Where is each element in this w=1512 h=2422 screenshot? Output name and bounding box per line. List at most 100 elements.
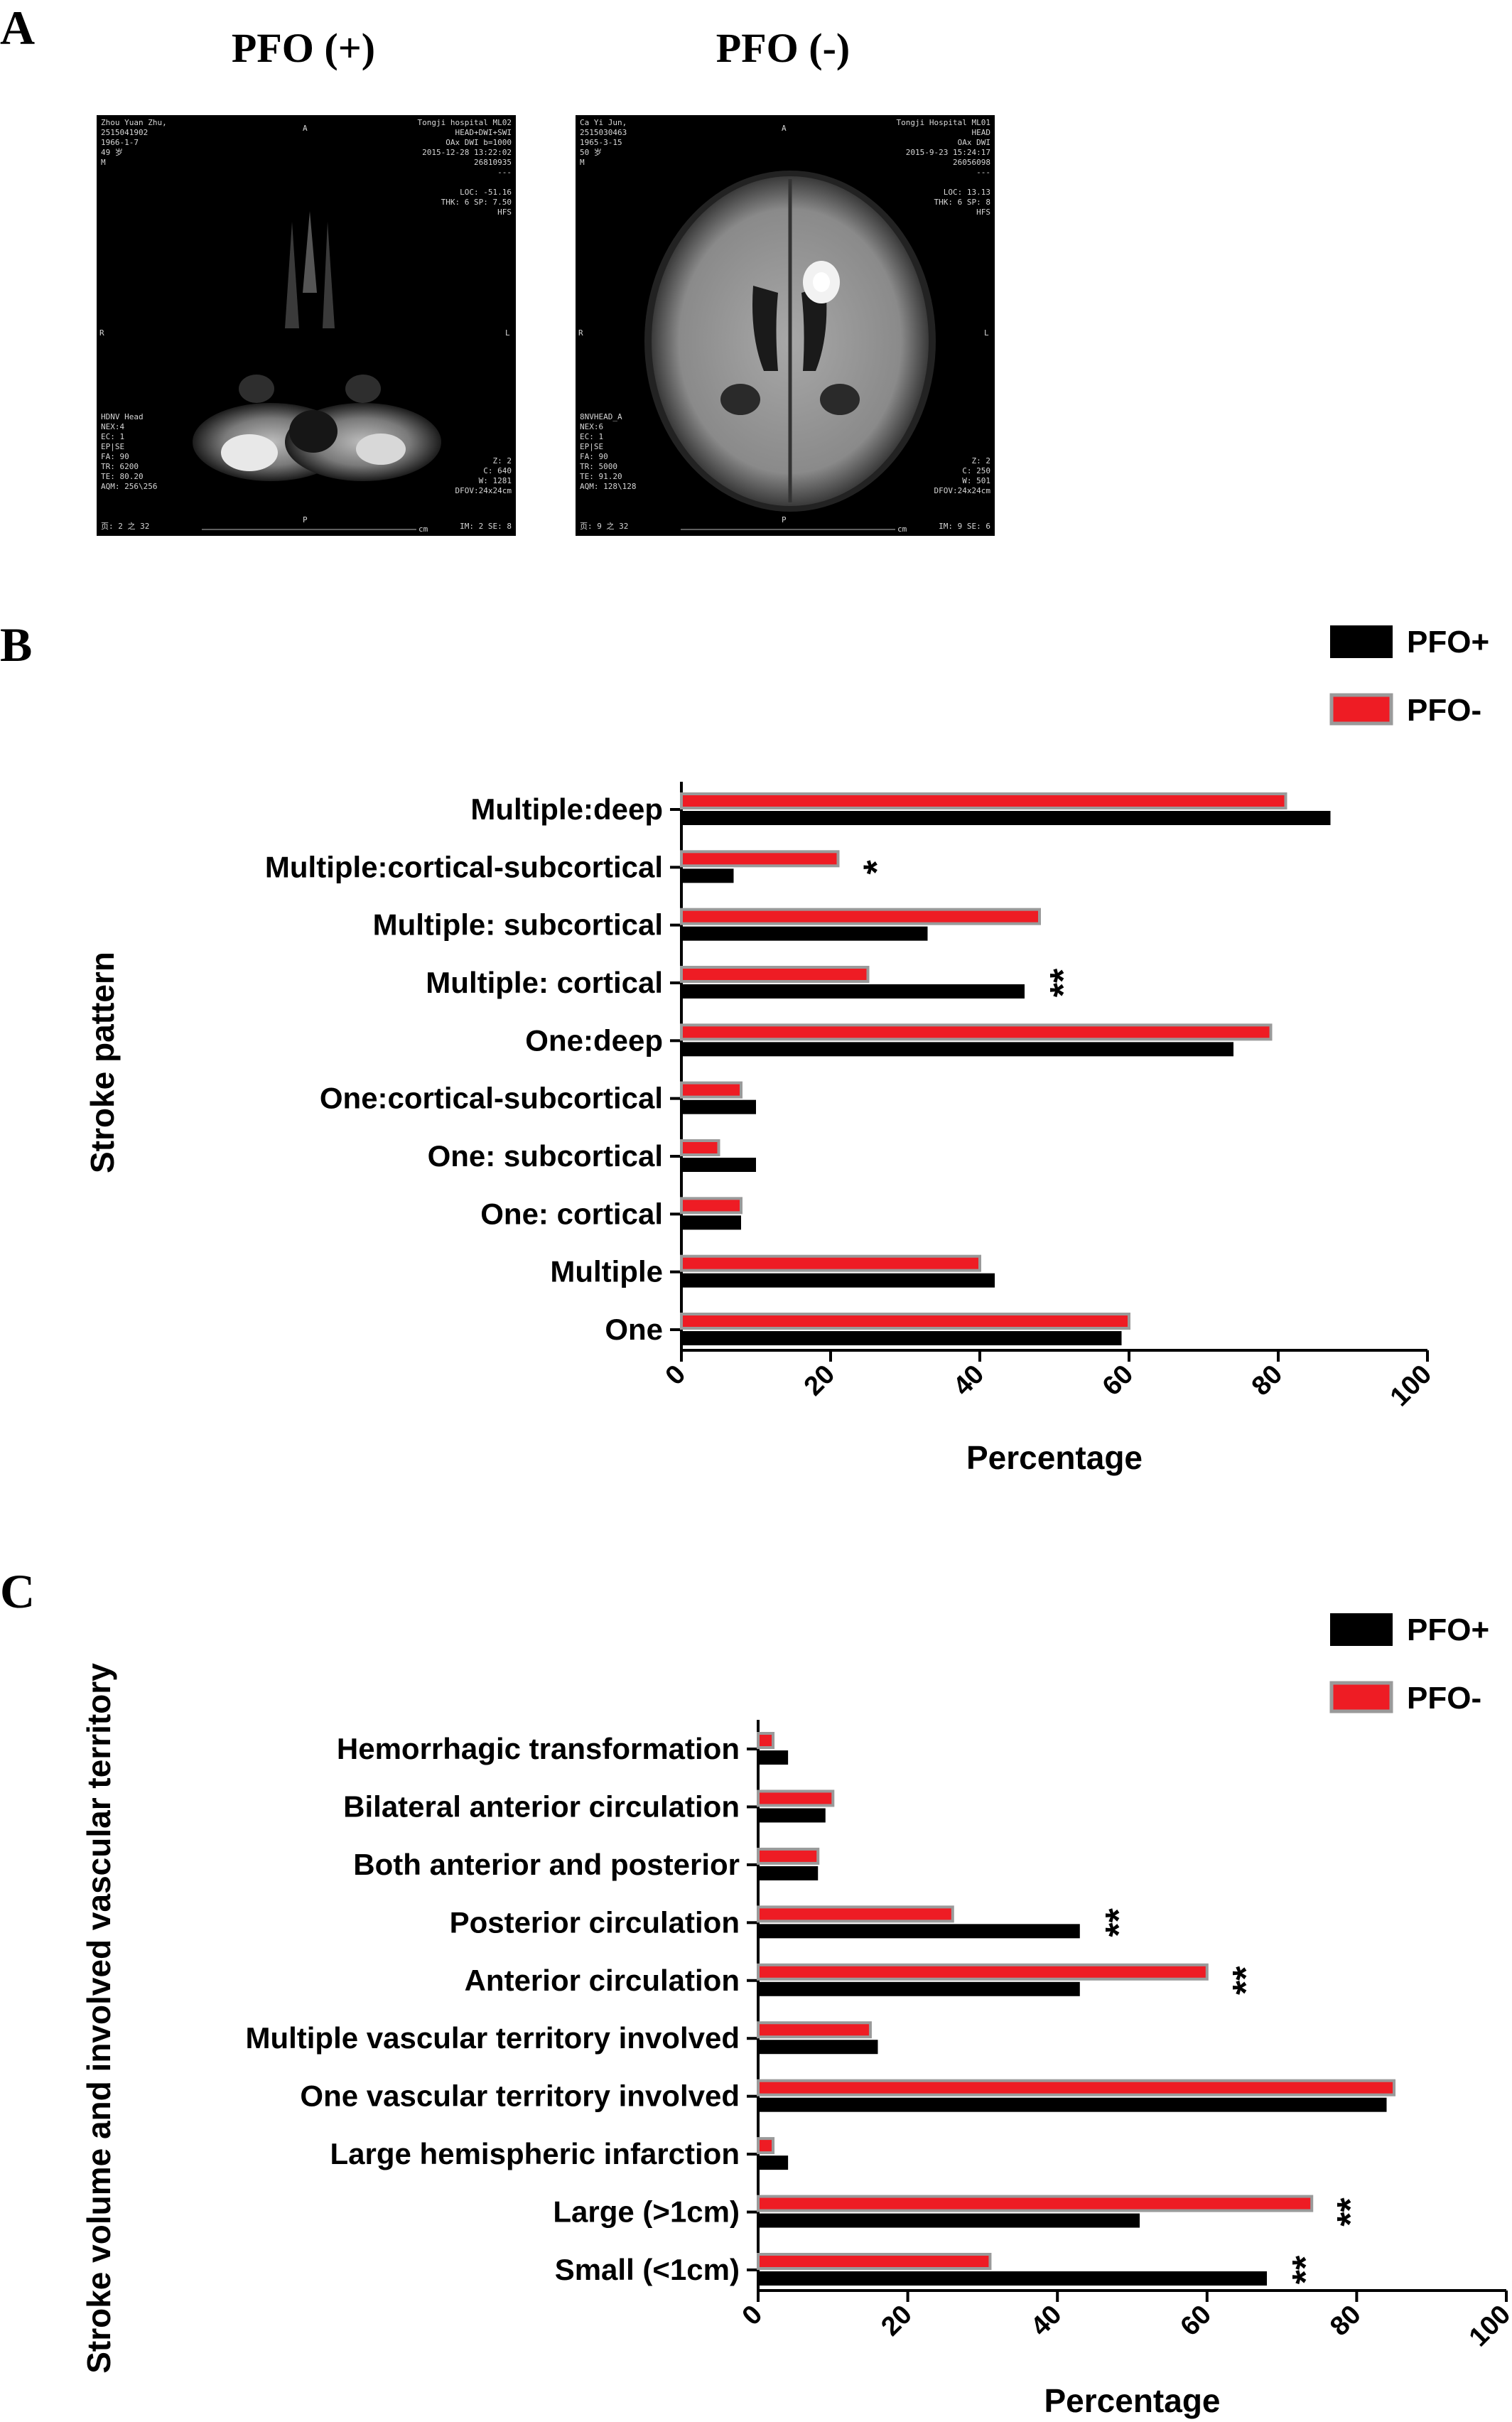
legend-swatch-pfo-plus xyxy=(1330,625,1393,658)
x-tick-label: 100 xyxy=(1464,2300,1512,2353)
x-tick-label: 60 xyxy=(1175,2300,1218,2342)
x-tick-label: 100 xyxy=(1385,1360,1438,1413)
scale-unit: cm xyxy=(418,524,428,534)
bar-pfo-minus xyxy=(757,1732,775,1749)
overlay-image-number: IM: 2 SE: 8 xyxy=(460,522,512,531)
category-label: Anterior circulation xyxy=(465,1964,740,1997)
x-axis-label: Percentage xyxy=(966,1439,1143,1476)
panel-label-a: A xyxy=(0,1,36,55)
category-label: One vascular territory involved xyxy=(300,2079,740,2113)
bar-pfo-plus xyxy=(681,1099,756,1114)
overlay-bottom-right: Z: 2 C: 250 W: 501 DFOV:24x24cm xyxy=(934,456,990,495)
significance-marker: ** xyxy=(1330,2197,1371,2227)
category-label: Large hemispheric infarction xyxy=(330,2137,740,2170)
overlay-top-right: Tongji hospital ML02 HEAD+DWI+SWI OAx DW… xyxy=(417,118,512,217)
overlay-bottom-left: HDNV Head NEX:4 EC: 1 EP|SE FA: 90 TR: 6… xyxy=(101,412,158,491)
bar-pfo-plus xyxy=(681,1215,741,1230)
bar-pfo-plus xyxy=(681,984,1025,999)
bar-pfo-plus xyxy=(758,2040,878,2055)
bar-pfo-minus xyxy=(757,2137,775,2155)
bar-pfo-plus xyxy=(681,1273,995,1288)
x-tick-label: 60 xyxy=(1097,1360,1140,1402)
legend-swatch-pfo-minus xyxy=(1329,693,1393,726)
bar-pfo-plus xyxy=(681,1158,756,1172)
orientation-left: L xyxy=(505,328,510,338)
category-label: Small (<1cm) xyxy=(555,2253,740,2286)
bar-pfo-minus xyxy=(757,2195,1314,2212)
bar-pfo-minus xyxy=(757,1847,820,1865)
category-label: Large (>1cm) xyxy=(553,2195,740,2229)
bar-pfo-plus xyxy=(758,1750,789,1765)
bar-pfo-minus xyxy=(757,1789,835,1807)
bar-pfo-minus xyxy=(757,2253,992,2270)
legend-swatch-pfo-minus xyxy=(1329,1681,1393,1713)
category-label: Hemorrhagic transformation xyxy=(337,1732,740,1765)
legend-label-pfo-plus: PFO+ xyxy=(1407,625,1489,660)
overlay-page-counter: 页: 2 之 32 xyxy=(101,522,150,531)
panel-label-c: C xyxy=(0,1564,36,1618)
legend-label-pfo-plus: PFO+ xyxy=(1407,1613,1489,1647)
bar-pfo-plus xyxy=(681,1331,1122,1345)
bar-pfo-plus xyxy=(681,811,1331,825)
orientation-posterior: P xyxy=(782,515,787,524)
orientation-anterior: A xyxy=(782,124,787,133)
x-tick-label: 0 xyxy=(660,1360,692,1392)
bar-pfo-minus xyxy=(757,1963,1209,1981)
x-axis-label: Percentage xyxy=(1044,2382,1220,2419)
overlay-top-left: Zhou Yuan Zhu, 2515041902 1966-1-7 49 岁 … xyxy=(101,118,167,167)
x-tick-label: 40 xyxy=(948,1360,990,1402)
category-label: One:deep xyxy=(525,1023,663,1057)
bar-pfo-plus xyxy=(758,2271,1268,2286)
x-tick-label: 80 xyxy=(1324,2300,1367,2342)
category-label: Bilateral anterior circulation xyxy=(343,1789,740,1823)
bar-pfo-plus xyxy=(681,1042,1233,1057)
category-label: One xyxy=(605,1313,663,1346)
category-label: Multiple:deep xyxy=(470,792,663,826)
mri-scan-pfo-positive: Zhou Yuan Zhu, 2515041902 1966-1-7 49 岁 … xyxy=(97,115,516,536)
bar-pfo-minus xyxy=(680,1139,720,1156)
bar-pfo-plus xyxy=(758,2155,789,2170)
overlay-top-right: Tongji Hospital ML01 HEAD OAx DWI 2015-9… xyxy=(896,118,990,217)
bar-pfo-minus xyxy=(680,908,1041,925)
x-tick-label: 20 xyxy=(875,2300,918,2342)
category-label: Multiple: cortical xyxy=(426,966,663,999)
orientation-posterior: P xyxy=(303,515,308,524)
image-title-pfo-positive: PFO (+) xyxy=(231,25,376,71)
category-label: One: subcortical xyxy=(428,1139,663,1173)
bar-pfo-minus xyxy=(757,1905,954,1923)
legend-label-pfo-minus: PFO- xyxy=(1407,1681,1481,1716)
significance-marker: ** xyxy=(1226,1966,1267,1995)
bar-pfo-plus xyxy=(758,1808,826,1823)
x-tick-label: 20 xyxy=(799,1360,841,1402)
category-label: Both anterior and posterior xyxy=(353,1848,740,1881)
bar-pfo-minus xyxy=(757,2021,872,2039)
category-label: Multiple: subcortical xyxy=(373,908,663,942)
bar-pfo-minus xyxy=(680,792,1287,809)
legend-swatch-pfo-plus xyxy=(1330,1613,1393,1646)
bar-pfo-minus xyxy=(680,966,870,983)
category-label: Multiple xyxy=(550,1255,663,1288)
category-label: Multiple vascular territory involved xyxy=(245,2021,740,2055)
mri-scan-pfo-negative: Ca Yi Jun, 2515030463 1965-3-15 50 岁 M T… xyxy=(576,115,995,536)
category-label: One:cortical-subcortical xyxy=(320,1082,663,1115)
significance-marker: * xyxy=(857,859,898,874)
bar-pfo-minus xyxy=(757,2079,1396,2097)
overlay-image-number: IM: 9 SE: 6 xyxy=(939,522,990,531)
significance-marker: ** xyxy=(1285,2255,1327,2284)
bar-pfo-plus xyxy=(681,868,734,883)
category-label: Posterior circulation xyxy=(450,1905,740,1939)
x-tick-label: 80 xyxy=(1246,1360,1289,1402)
significance-marker: ** xyxy=(1043,968,1084,997)
bar-pfo-minus xyxy=(680,1254,981,1272)
bar-pfo-minus xyxy=(680,1023,1273,1041)
category-label: One: cortical xyxy=(480,1197,663,1230)
chart-stroke-pattern: 0 20 40 60 80 100 Multiple:deep Multiple:cortic… xyxy=(84,625,1489,1476)
bar-pfo-plus xyxy=(758,1866,819,1880)
orientation-right: R xyxy=(578,328,583,338)
orientation-anterior: A xyxy=(303,124,308,133)
x-tick-label: 0 xyxy=(737,2300,769,2332)
scale-unit: cm xyxy=(897,524,907,534)
overlay-bottom-left: 8NVHEAD_A NEX:6 EC: 1 EP|SE FA: 90 TR: 5… xyxy=(580,412,637,491)
panel-label-b: B xyxy=(0,618,33,672)
legend-label-pfo-minus: PFO- xyxy=(1407,693,1481,728)
